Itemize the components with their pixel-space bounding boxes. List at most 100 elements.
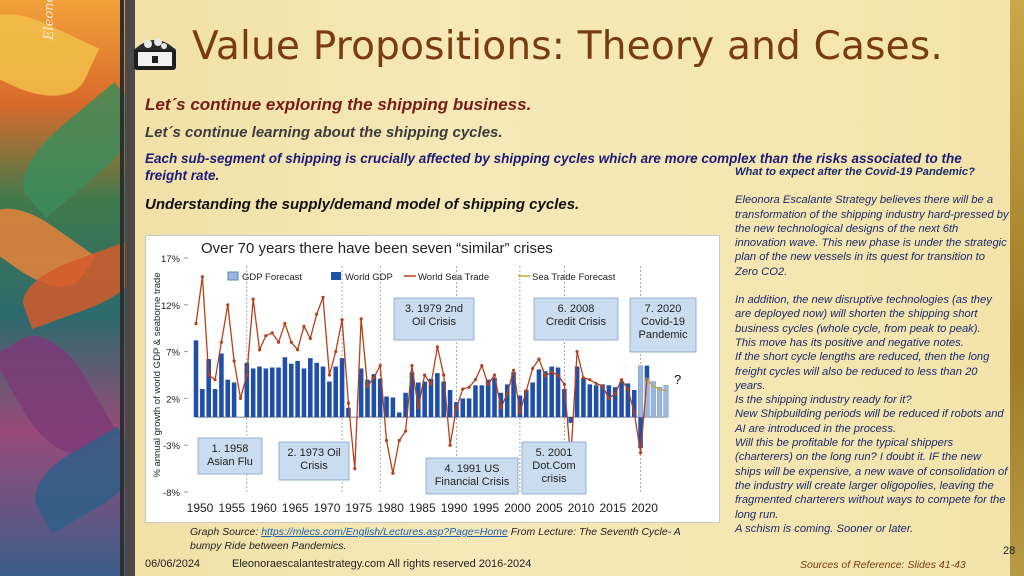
- legend-label: GDP Forecast: [242, 272, 302, 283]
- x-tick-label: 1965: [282, 501, 309, 515]
- gdp-bar: [466, 398, 472, 418]
- sea-trade-point: [550, 370, 554, 374]
- sea-trade-point: [543, 374, 547, 378]
- gdp-bar: [403, 392, 408, 418]
- source-suffix: From Lecture: The Seventh Cycle- A bumpy…: [190, 526, 681, 552]
- crisis-callout-label: 2. 1973 Oil: [287, 447, 340, 459]
- gdp-bar: [473, 385, 478, 418]
- crisis-callout-label: Financial Crisis: [435, 476, 510, 488]
- crisis-callout-label: 4. 1991 US: [444, 463, 499, 475]
- crisis-callout-label: 5. 2001: [536, 447, 573, 459]
- flower-artwork: Eleonora Escalante: [0, 0, 125, 576]
- gdp-forecast-bar: [638, 365, 644, 418]
- gdp-bar: [269, 367, 275, 418]
- crisis-callout-label: Covid-19: [641, 316, 685, 328]
- commentary-p4: If the short cycle lengths are reduced, …: [735, 351, 990, 392]
- x-tick-label: 2015: [599, 501, 626, 515]
- sea-trade-point: [562, 382, 566, 386]
- gdp-bar: [225, 379, 231, 418]
- gdp-forecast-bar: [663, 385, 669, 418]
- gdp-bar: [371, 374, 377, 418]
- gdp-bar: [333, 366, 339, 418]
- crisis-callout-label: crisis: [541, 473, 567, 485]
- gdp-bar: [581, 377, 586, 418]
- legend-swatch-gdp-forecast: [227, 271, 239, 281]
- chart-svg: Over 70 years there have been seven “sim…: [152, 240, 697, 515]
- sea-trade-point: [518, 410, 522, 415]
- page-title: Value Propositions: Theory and Cases.: [192, 24, 943, 69]
- x-tick-label: 1975: [345, 501, 372, 515]
- footer-site: Eleonoraescalantestrategy.com All rights…: [232, 558, 532, 570]
- question-mark: ?: [674, 372, 681, 387]
- sea-trade-point: [403, 429, 408, 433]
- gdp-bar: [485, 379, 491, 418]
- treasure-chest-icon: [134, 38, 176, 70]
- sea-trade-point: [289, 340, 293, 344]
- y-tick-label: -8%: [163, 488, 180, 499]
- sea-trade-point: [365, 384, 370, 388]
- x-tick-label: 1960: [250, 501, 277, 515]
- sea-trade-forecast-line: [646, 379, 667, 392]
- sea-trade-point: [492, 373, 497, 377]
- source-link[interactable]: https://mlecs.com/English/Lectures.asp?P…: [261, 526, 508, 538]
- crisis-callout-label: 7. 2020: [645, 303, 682, 315]
- sea-trade-point: [334, 350, 338, 354]
- sea-trade-point: [537, 357, 541, 361]
- gdp-bar: [346, 407, 351, 418]
- sea-trade-point: [435, 345, 439, 349]
- footer-date: 06/06/2024: [145, 558, 201, 570]
- gdp-bar: [517, 395, 523, 418]
- sea-trade-point: [194, 321, 198, 326]
- y-tick-label: 12%: [161, 301, 181, 312]
- sea-trade-point: [340, 318, 344, 322]
- legend-label: World Sea Trade: [418, 272, 489, 283]
- sea-trade-point: [416, 406, 420, 410]
- sea-trade-point: [232, 359, 236, 363]
- subtitle-learning: Let´s continue learning about the shippi…: [145, 124, 503, 141]
- gdp-bar: [384, 396, 389, 418]
- gdp-bar: [276, 367, 281, 418]
- gdp-bar: [390, 397, 396, 418]
- x-tick-label: 2000: [504, 501, 531, 515]
- subtitle-model: Understanding the supply/demand model of…: [145, 196, 580, 213]
- commentary-p5: Is the shipping industry ready for it?: [735, 394, 912, 407]
- crisis-callout-box: [521, 441, 587, 495]
- gdp-bar: [606, 385, 612, 418]
- gdp-bar: [479, 385, 485, 418]
- crisis-callout-label: Credit Crisis: [546, 316, 606, 328]
- gdp-bar: [543, 371, 548, 418]
- sea-trade-point: [613, 392, 617, 396]
- sea-trade-point: [257, 348, 262, 352]
- sea-trade-point: [486, 382, 490, 386]
- x-tick-label: 1990: [441, 501, 468, 515]
- sea-trade-point: [442, 373, 446, 377]
- gdp-bar: [365, 379, 370, 418]
- sea-trade-point: [448, 443, 452, 447]
- sea-trade-point: [264, 334, 268, 338]
- gdp-bar: [257, 366, 262, 418]
- page-number: 28: [1003, 545, 1016, 557]
- gdp-bar: [574, 366, 580, 418]
- gdp-bar: [593, 385, 599, 418]
- gdp-forecast-bar: [644, 377, 650, 418]
- source-prefix: Graph Source:: [190, 526, 262, 538]
- sea-trade-point: [588, 378, 592, 382]
- x-tick-label: 1995: [472, 501, 499, 515]
- y-tick-label: 2%: [166, 394, 180, 405]
- gdp-bar: [631, 389, 637, 418]
- gdp-bar: [416, 382, 421, 418]
- x-tick-label: 2010: [568, 501, 595, 515]
- commentary-p7: Will this be profitable for the typical …: [735, 437, 1008, 521]
- references-note: Sources of Reference: Slides 41-43: [800, 559, 966, 571]
- gdp-bar: [492, 377, 497, 418]
- sea-trade-point: [238, 396, 243, 400]
- gdp-bar: [504, 384, 510, 418]
- gdp-bar: [200, 389, 205, 418]
- gdp-forecast-bar: [657, 386, 663, 418]
- sea-trade-point: [454, 406, 459, 410]
- gdp-bar: [555, 367, 561, 418]
- sea-trade-point: [302, 324, 306, 328]
- sea-trade-point: [276, 340, 281, 344]
- gdp-bar: [314, 362, 319, 418]
